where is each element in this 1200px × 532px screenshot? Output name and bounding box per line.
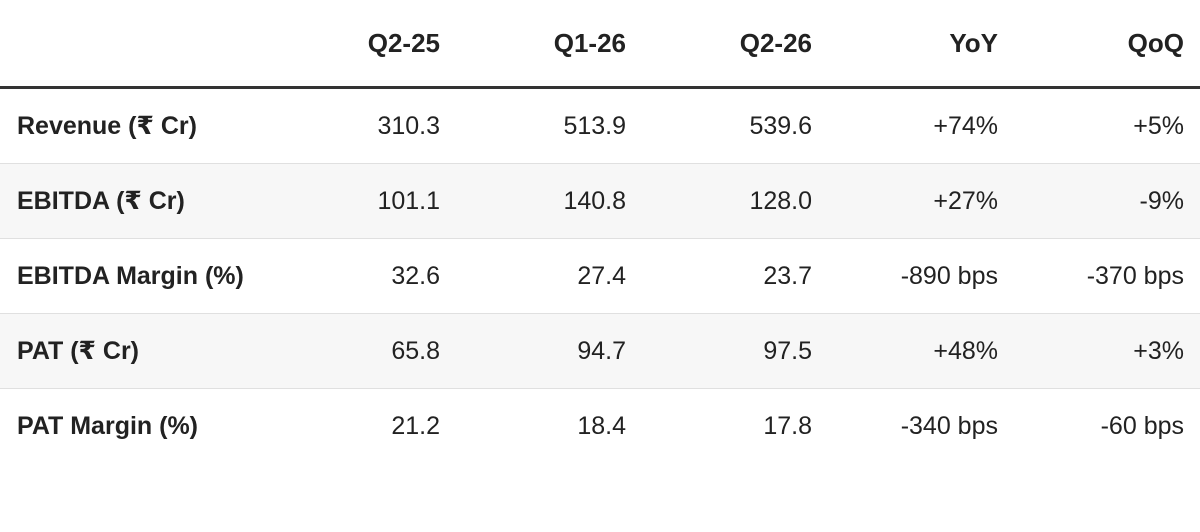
data-table: Q2-25 Q1-26 Q2-26 YoY QoQ Revenue (₹ Cr) 310.… (0, 0, 1200, 464)
column-header: Q2-26 (642, 0, 828, 89)
cell: 32.6 (270, 238, 456, 314)
cell: 539.6 (642, 87, 828, 164)
cell: 101.1 (270, 163, 456, 239)
cell: 513.9 (456, 87, 642, 164)
table-row: PAT (₹ Cr) 65.8 94.7 97.5 +48% +3% (0, 313, 1200, 389)
cell: -340 bps (900, 411, 998, 440)
cell: 94.7 (456, 313, 642, 389)
table-row: PAT Margin (%) 21.2 18.4 17.8 -340 bps -60 bp… (0, 389, 1200, 464)
cell: -370 bps (1014, 238, 1200, 314)
cell: +5% (1014, 87, 1200, 164)
cell: +27% (828, 163, 1014, 239)
cell: 97.5 (642, 313, 828, 389)
row-label: EBITDA (₹ Cr) (0, 163, 270, 239)
column-header: QoQ (1014, 0, 1200, 89)
cell: 18.4 (577, 411, 626, 440)
cell: 65.8 (270, 313, 456, 389)
table-row: Revenue (₹ Cr) 310.3 513.9 539.6 +74% +5% (0, 87, 1200, 164)
row-label: Revenue (₹ Cr) (0, 87, 270, 164)
row-label: EBITDA Margin (%) (0, 238, 270, 314)
cell: 140.8 (456, 163, 642, 239)
cell: 310.3 (270, 87, 456, 164)
cell: 27.4 (456, 238, 642, 314)
column-header: YoY (828, 0, 1014, 89)
column-header: Q2-25 (270, 0, 456, 89)
cell: 21.2 (391, 411, 440, 440)
cell: +3% (1014, 313, 1200, 389)
cell: +74% (828, 87, 1014, 164)
row-label: PAT (₹ Cr) (0, 313, 270, 389)
header-row: Q2-25 Q1-26 Q2-26 YoY QoQ (0, 0, 1200, 89)
cell: -60 bps (1100, 411, 1184, 440)
table-header: Q2-25 Q1-26 Q2-26 YoY QoQ (0, 0, 1200, 89)
table-row: EBITDA Margin (%) 32.6 27.4 23.7 -890 bps -37… (0, 238, 1200, 314)
cell: 17.8 (763, 411, 812, 440)
cell: 23.7 (642, 238, 828, 314)
cell: -890 bps (828, 238, 1014, 314)
cell: -9% (1014, 163, 1200, 239)
table-row: EBITDA (₹ Cr) 101.1 140.8 128.0 +27% -9% (0, 163, 1200, 239)
column-header: Q1-26 (456, 0, 642, 89)
cell: +48% (828, 313, 1014, 389)
cell: 128.0 (642, 163, 828, 239)
corner-cell (0, 0, 270, 89)
table-body: Revenue (₹ Cr) 310.3 513.9 539.6 +74% +5% EBIT… (0, 87, 1200, 464)
row-label: PAT Margin (%) (17, 411, 199, 440)
